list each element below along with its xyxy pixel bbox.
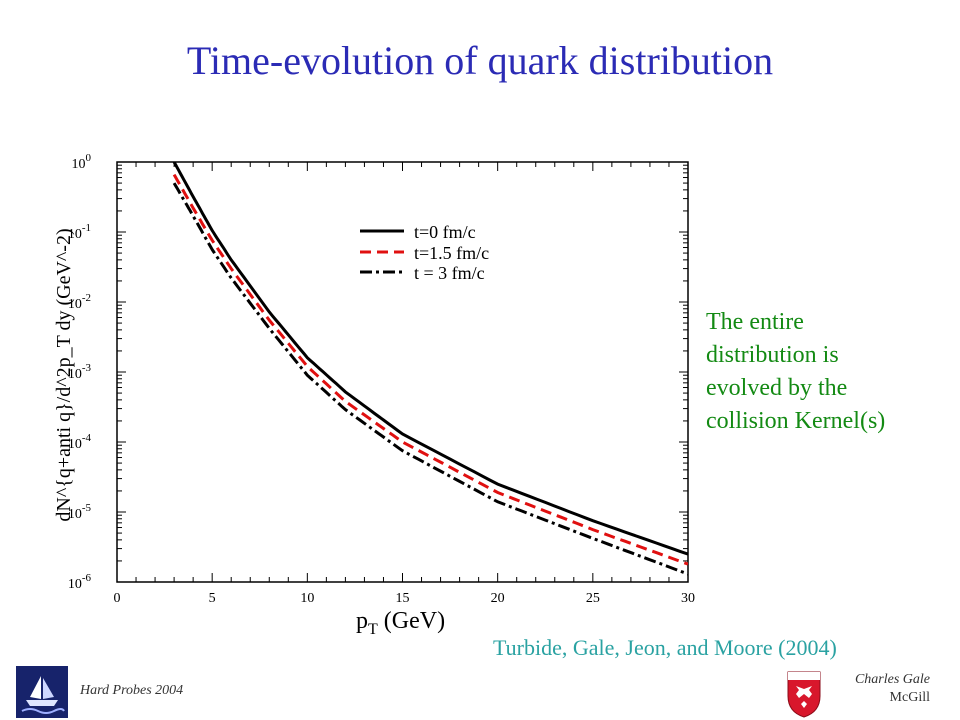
side-note: The entire distribution is evolved by th…: [706, 306, 956, 438]
legend-label-1: t=1.5 fm/c: [414, 243, 489, 263]
legend-label-2: t = 3 fm/c: [414, 263, 485, 283]
x-axis-label: pT (GeV): [356, 608, 445, 638]
citation: Turbide, Gale, Jeon, and Moore (2004): [493, 635, 837, 660]
x-axis-label-sub: T: [368, 621, 378, 638]
x-tick-label: 10: [300, 591, 314, 606]
x-tick-label: 5: [209, 591, 216, 606]
mcgill-crest: [787, 671, 821, 718]
legend-label-0: t=0 fm/c: [414, 222, 476, 242]
x-tick-label: 25: [586, 591, 600, 606]
side-note-line: distribution is: [706, 342, 839, 368]
x-tick-label: 0: [114, 591, 121, 606]
side-note-line: evolved by the: [706, 375, 848, 401]
y-axis-label: dN^{q+anti q}/d^2p_T dy (GeV^-2): [53, 228, 75, 521]
slide-title: Time-evolution of quark distribution: [186, 38, 774, 83]
series-line-2: [172, 182, 688, 576]
x-tick-labels: 0 5 10 15 20 25 30: [114, 591, 696, 606]
legend: t=0 fm/c t=1.5 fm/c t = 3 fm/c: [360, 222, 489, 283]
footer-institution: McGill: [889, 690, 930, 705]
series-line-1: [172, 173, 688, 566]
x-axis-label-unit: (GeV): [378, 608, 445, 634]
side-note-line: The entire: [706, 309, 804, 335]
footer-author: Charles Gale: [854, 672, 930, 687]
x-axis-label-main: p: [356, 608, 368, 634]
tick-marks: [116, 161, 689, 583]
y-tick-label: 10-6: [68, 572, 92, 592]
x-tick-label: 20: [491, 591, 505, 606]
x-tick-label: 30: [681, 591, 695, 606]
footer-conference: Hard Probes 2004: [80, 683, 184, 698]
y-tick-label: 100: [72, 152, 92, 172]
series-lines: [172, 162, 688, 576]
side-note-line: collision Kernel(s): [706, 408, 886, 434]
series-line-0: [172, 162, 688, 556]
x-tick-label: 15: [396, 591, 410, 606]
conference-logo: [16, 666, 68, 718]
